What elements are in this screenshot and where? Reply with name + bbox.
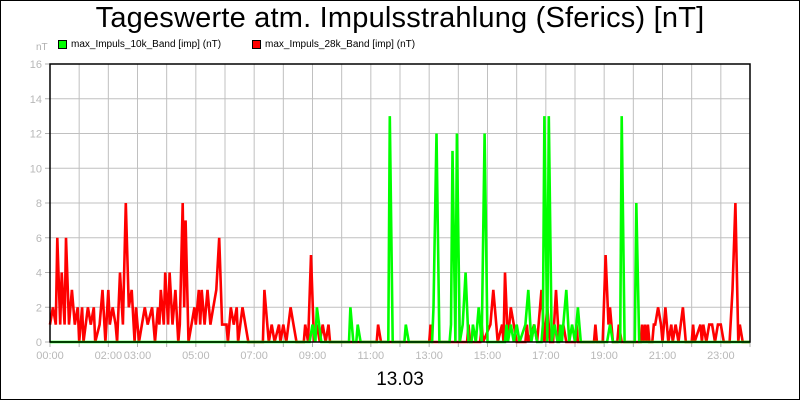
y-tick-label: 14 [30,94,42,106]
legend-label-10k: max_Impuls_10k_Band [imp] (nT) [71,39,222,50]
x-tick-label: 09:00 [299,350,327,362]
x-tick-label: 19:00 [590,350,618,362]
x-tick-label: 03:00 [124,350,152,362]
x-tick-label: 13:00 [415,350,443,362]
x-tick-label: 15:00 [474,350,502,362]
x-tick-label: 17:00 [532,350,560,362]
y-tick-label: 4 [36,268,42,280]
y-tick-label: 16 [30,59,42,71]
chart-title: Tageswerte atm. Impulsstrahlung (Sferics… [95,2,705,34]
legend-label-28k: max_Impuls_28k_Band [imp] (nT) [265,39,416,50]
plot-border [49,63,751,343]
y-tick-label: 2 [36,302,42,314]
y-tick-label: 8 [36,198,42,210]
y-tick-label: 0 [36,337,42,349]
legend-item-10k: max_Impuls_10k_Band [imp] (nT) [58,39,221,50]
y-tick-label: 10 [30,163,42,175]
x-axis-date-label: 13.03 [376,369,424,390]
x-tick-label: 00:00 [36,350,64,362]
x-tick-label: 23:00 [707,350,735,362]
x-tick-label: 21:00 [649,350,677,362]
y-tick-label: 6 [36,233,42,245]
x-tick-label: 07:00 [240,350,268,362]
legend-swatch-green-icon [58,40,67,49]
x-tick-label: 02:00 [95,350,123,362]
x-tick-label: 11:00 [357,350,384,362]
x-tick-label: 05:00 [182,350,210,362]
y-tick-label: 12 [30,129,42,141]
legend-swatch-red-icon [252,40,261,49]
legend-item-28k: max_Impuls_28k_Band [imp] (nT) [252,39,415,50]
series-line-10k [50,116,750,344]
y-axis-unit-label: nT [36,42,48,53]
